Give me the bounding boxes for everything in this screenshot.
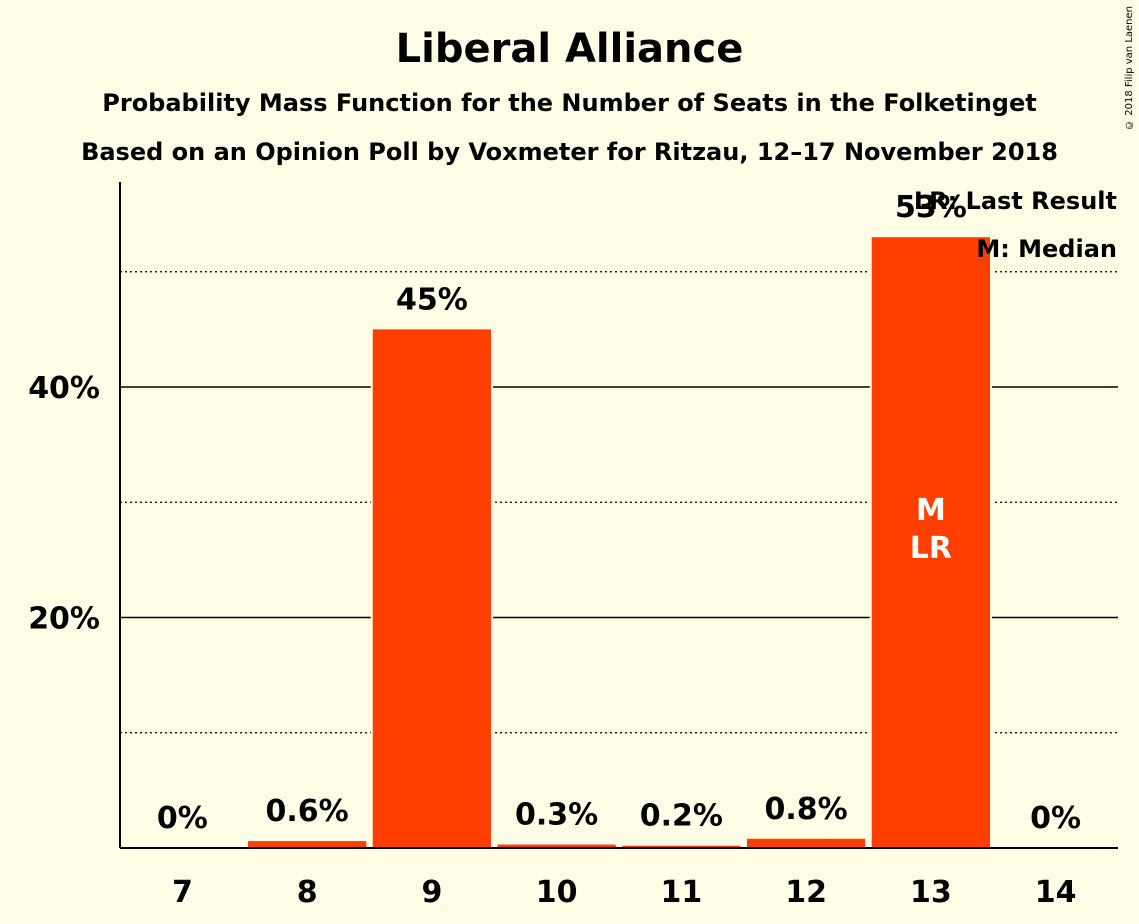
bar-11 xyxy=(622,845,741,848)
bar-value-label: 0.6% xyxy=(266,794,349,829)
legend-entry: M: Median xyxy=(976,235,1117,263)
bar-value-label: 0% xyxy=(157,801,208,836)
x-tick-label: 9 xyxy=(421,875,442,910)
bar-8 xyxy=(247,841,367,848)
x-tick-label: 13 xyxy=(910,875,952,910)
y-tick-label: 40% xyxy=(28,371,100,406)
x-tick-label: 12 xyxy=(785,875,827,910)
chart-subtitle-poll: Based on an Opinion Poll by Voxmeter for… xyxy=(81,138,1058,166)
x-tick-label: 7 xyxy=(172,875,193,910)
bar-value-label: 0% xyxy=(1030,801,1081,836)
x-tick-label: 10 xyxy=(536,875,578,910)
bar-13 xyxy=(871,237,991,849)
y-tick-label: 20% xyxy=(28,602,100,637)
bar-10 xyxy=(497,844,616,848)
x-tick-label: 11 xyxy=(661,875,703,910)
x-tick-label: 8 xyxy=(297,875,318,910)
chart-title: Liberal Alliance xyxy=(395,26,744,72)
x-tick-label: 14 xyxy=(1035,875,1077,910)
legend-entry: LR: Last Result xyxy=(914,187,1117,215)
bar-value-label: 53% xyxy=(895,190,967,225)
bar-value-label: 0.2% xyxy=(640,799,723,834)
bar-annotation: M xyxy=(916,493,946,528)
bar-12 xyxy=(746,838,866,848)
bar-value-label: 0.8% xyxy=(765,792,848,827)
bar-value-label: 0.3% xyxy=(515,798,598,833)
bar-annotation: LR xyxy=(910,531,952,566)
bar-value-label: 45% xyxy=(396,282,468,317)
bar-9 xyxy=(372,329,492,848)
chart-subtitle: Probability Mass Function for the Number… xyxy=(102,89,1037,117)
